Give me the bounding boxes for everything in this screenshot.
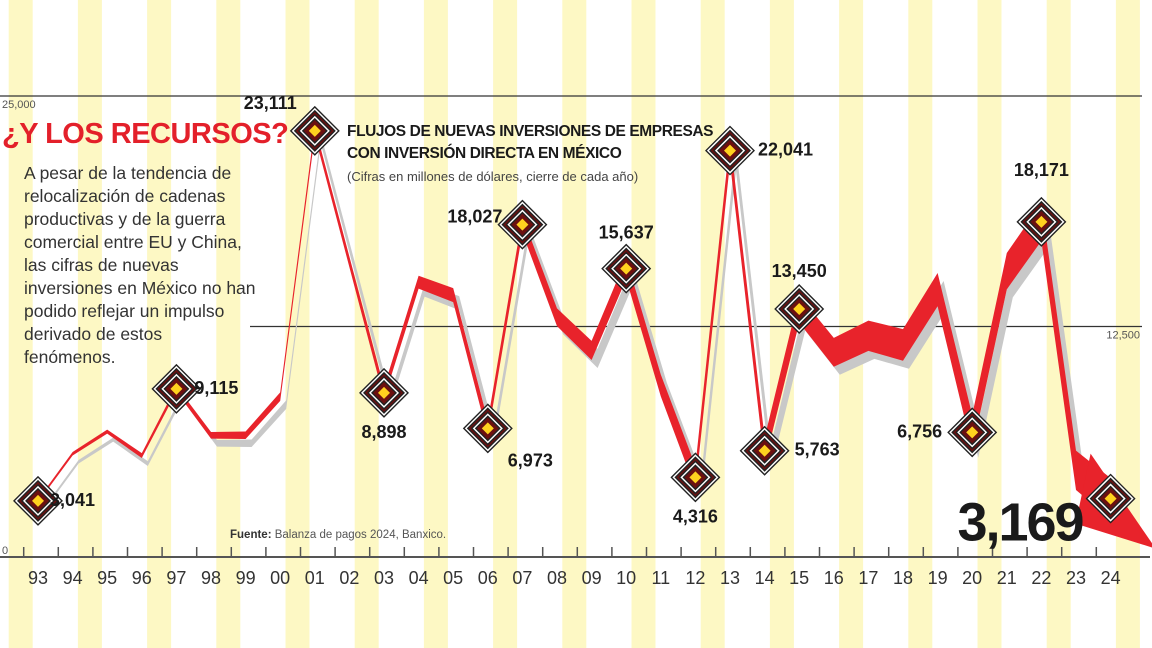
y-tick-label: 0 (2, 545, 8, 557)
x-tick-label: 15 (789, 568, 809, 588)
data-marker (1085, 473, 1136, 524)
x-tick-label: 03 (374, 568, 394, 588)
x-tick-label: 17 (858, 568, 878, 588)
x-tick-label: 96 (132, 568, 152, 588)
x-tick-label: 95 (97, 568, 117, 588)
x-tick-label: 20 (962, 568, 982, 588)
marker-center (170, 382, 183, 395)
data-label: 3,041 (50, 490, 95, 510)
x-tick-label: 05 (443, 568, 463, 588)
x-tick-label: 98 (201, 568, 221, 588)
x-tick-label: 01 (305, 568, 325, 588)
marker-center (758, 444, 771, 457)
y-tick-label: 12,500 (1106, 330, 1140, 342)
data-label: 5,763 (795, 440, 840, 460)
data-marker (705, 125, 755, 176)
y-tick-label: 25,000 (2, 99, 36, 111)
x-tick-label: 16 (824, 568, 844, 588)
data-label: 18,171 (1014, 160, 1069, 180)
body-text: A pesar de la tendencia de relocalizació… (24, 163, 256, 367)
data-marker (13, 475, 63, 526)
x-tick-label: 08 (547, 568, 567, 588)
marker-center (378, 386, 390, 399)
chart-subtitle: (Cifras en millones de dólares, cierre d… (347, 169, 639, 184)
data-marker (601, 243, 652, 294)
background-stripe (147, 0, 172, 648)
marker-center (620, 262, 633, 275)
data-label: 13,450 (772, 261, 827, 281)
x-tick-label: 24 (1101, 568, 1121, 588)
data-label: 15,637 (599, 223, 654, 243)
x-tick-label: 94 (63, 568, 83, 588)
x-tick-label: 99 (236, 568, 256, 588)
source-note: Fuente: Balanza de pagos 2024, Banxico. (230, 529, 446, 541)
data-label: 3,169 (957, 493, 1083, 553)
marker-center (32, 494, 44, 507)
x-tick-label: 00 (270, 568, 290, 588)
x-tick-label: 11 (651, 568, 670, 588)
data-marker (670, 452, 721, 503)
data-label: 4,316 (673, 506, 718, 526)
data-marker (1016, 196, 1067, 247)
source-label: Fuente: (230, 529, 272, 541)
data-label: 6,756 (897, 421, 942, 441)
data-marker (151, 363, 202, 414)
background-stripe (1115, 0, 1140, 648)
marker-center (966, 426, 979, 439)
x-tick-label: 12 (685, 568, 705, 588)
x-tick-label: 18 (893, 568, 913, 588)
data-marker (289, 105, 340, 156)
x-tick-label: 97 (166, 568, 186, 588)
x-tick-label: 14 (755, 568, 775, 588)
marker-center (793, 302, 806, 315)
marker-center (481, 422, 494, 435)
x-tick-label: 02 (339, 568, 359, 588)
data-marker (462, 403, 513, 454)
x-tick-label: 10 (616, 568, 636, 588)
data-label: 9,115 (194, 378, 238, 398)
data-marker (947, 407, 998, 458)
source-text: Balanza de pagos 2024, Banxico. (274, 529, 447, 541)
data-label: 23,111 (244, 93, 297, 113)
data-label: 6,973 (508, 450, 553, 470)
x-tick-label: 22 (1031, 568, 1051, 588)
data-marker (497, 199, 548, 250)
marker-center (308, 124, 321, 137)
marker-center (516, 218, 529, 231)
marker-center (1035, 215, 1048, 228)
x-tick-label: 93 (28, 568, 48, 588)
data-marker (359, 367, 409, 418)
x-tick-label: 07 (512, 568, 532, 588)
marker-center (689, 471, 702, 484)
x-tick-label: 21 (997, 568, 1017, 588)
marker-center (724, 144, 736, 157)
marker-center (1104, 492, 1117, 505)
background-stripe (423, 0, 448, 648)
x-tick-label: 13 (720, 568, 740, 588)
data-marker (739, 425, 790, 476)
data-label: 22,041 (758, 140, 813, 160)
background-stripe (77, 0, 102, 648)
x-tick-label: 23 (1066, 568, 1086, 588)
x-tick-label: 06 (478, 568, 498, 588)
background-stripe (839, 0, 864, 648)
headline: ¿Y LOS RECURSOS? (2, 118, 289, 150)
chart-title: FLUJOS DE NUEVAS INVERSIONES DE EMPRESAS… (347, 123, 714, 162)
x-tick-label: 04 (409, 568, 429, 588)
background-stripe (8, 0, 33, 648)
background-stripe (216, 0, 241, 648)
data-label: 18,027 (447, 207, 502, 227)
data-label: 8,898 (361, 422, 406, 442)
x-tick-label: 19 (928, 568, 948, 588)
x-tick-label: 09 (582, 568, 602, 588)
data-marker (774, 283, 825, 334)
